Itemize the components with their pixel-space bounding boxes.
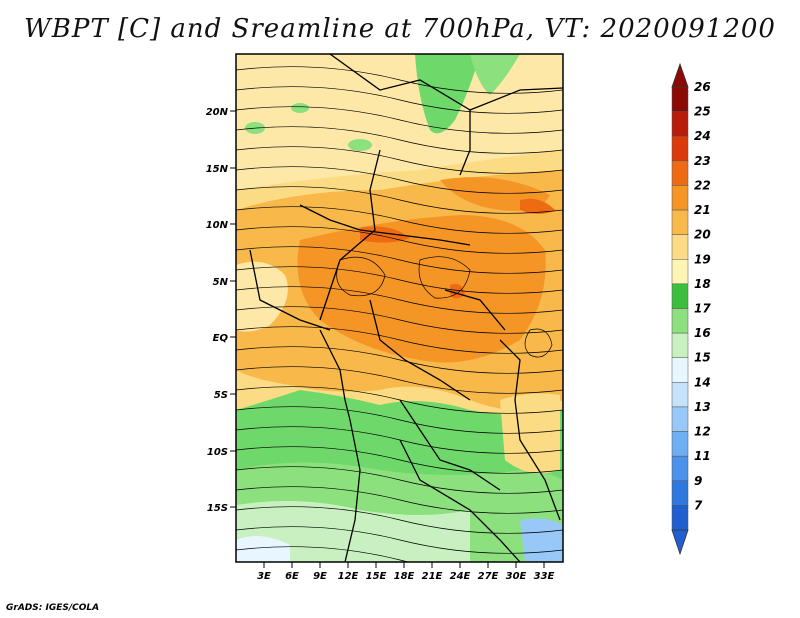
lon-label: 27E: [478, 571, 499, 582]
map-frame: [235, 53, 564, 563]
lon-label: 12E: [338, 571, 359, 582]
lat-label: 10N: [206, 220, 229, 231]
colorbar-label: 16: [694, 326, 711, 340]
colorbar-cell: [671, 505, 689, 531]
colorbar-label: 15: [694, 351, 711, 365]
colorbar-cell: [671, 357, 689, 383]
lon-label: 3E: [257, 571, 271, 582]
colorbar-label: 21: [694, 203, 711, 217]
colorbar-cell: [671, 308, 689, 334]
colorbar-cell: [671, 332, 689, 358]
colorbar-cell: [671, 160, 689, 186]
colorbar-bottom-arrow: [671, 529, 689, 556]
country-boundaries: [249, 54, 563, 562]
colorbar-top-arrow: [671, 62, 689, 88]
lon-label: 33E: [534, 571, 555, 582]
footer-credit: GrADS: IGES/COLA: [6, 603, 100, 613]
colorbar-cell: [671, 234, 689, 260]
colorbar-label: 24: [694, 129, 711, 143]
lon-label: 30E: [506, 571, 527, 582]
colorbar-cell: [671, 135, 689, 162]
colorbar-label: 7: [694, 498, 703, 512]
wbpt-shaded-field: [236, 54, 563, 562]
colorbar-cell: [671, 455, 689, 482]
colorbar-cell: [671, 209, 689, 235]
lon-axis: 3E 6E 9E 12E 15E 18E 21E 24E 27E 30E 33E: [257, 562, 555, 582]
lat-label: 15N: [206, 164, 229, 175]
lat-label: 5S: [214, 390, 228, 401]
colorbar-cell: [671, 382, 689, 408]
lon-label: 6E: [285, 571, 299, 582]
colorbar-label: 12: [694, 425, 711, 439]
colorbar-cell: [671, 111, 689, 137]
lat-label: 5N: [213, 277, 229, 288]
lat-label: 15S: [207, 503, 228, 514]
streamlines: [236, 66, 563, 562]
colorbar-label: 13: [694, 400, 711, 414]
colorbar-label: 25: [694, 105, 711, 119]
lon-label: 9E: [313, 571, 327, 582]
chart-title: WBPT [C] and Sreamline at 700hPa, VT: 20…: [24, 14, 776, 44]
colorbar-label: 23: [694, 154, 711, 168]
colorbar-cell: [671, 480, 689, 506]
colorbar-label: 19: [694, 252, 711, 266]
lat-label: 10S: [207, 447, 228, 458]
lon-label: 21E: [422, 571, 443, 582]
lon-label: 24E: [450, 571, 471, 582]
colorbar-cell: [671, 431, 689, 457]
colorbar-label: 22: [694, 178, 711, 192]
lon-label: 15E: [366, 571, 387, 582]
colorbar-label: 14: [694, 375, 711, 389]
colorbar-cell: [671, 259, 689, 285]
lon-label: 18E: [394, 571, 415, 582]
colorbar-label: 20: [694, 228, 711, 242]
colorbar-cell: [671, 185, 689, 211]
colorbar-label: 17: [694, 302, 711, 316]
colorbar-cell: [671, 283, 689, 309]
colorbar-label: 18: [694, 277, 711, 291]
lat-label: 20N: [206, 107, 229, 118]
colorbar-label: 11: [694, 449, 711, 463]
colorbar-cells: [671, 86, 689, 531]
colorbar-label: 26: [694, 80, 711, 94]
colorbar-labels: 26 25 24 23 22 21 20 19 18 17 16 15 14 13 12 11 9 7: [694, 80, 711, 512]
colorbar-cell: [671, 406, 689, 432]
lat-label: EQ: [213, 333, 229, 344]
lat-axis: 20N 15N 10N 5N EQ 5S 10S 15S: [206, 107, 236, 514]
colorbar-cell: [671, 86, 689, 112]
colorbar-label: 9: [694, 474, 702, 488]
colorbar: 26 25 24 23 22 21 20 19 18 17 16 15 14 13 12 11 9 7: [671, 62, 711, 556]
